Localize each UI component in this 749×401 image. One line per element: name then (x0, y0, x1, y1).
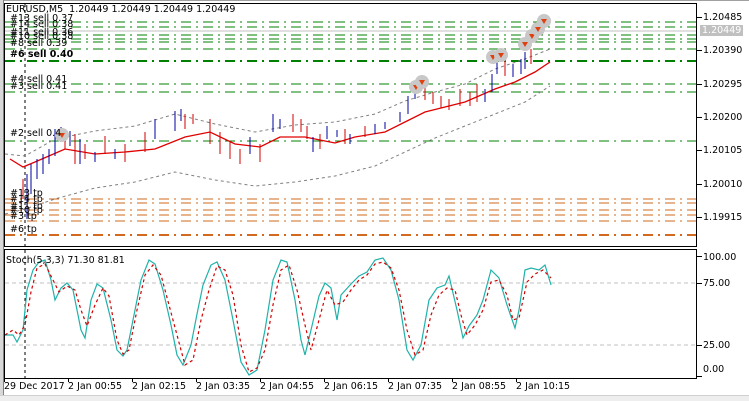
axis-tick (697, 117, 702, 118)
sell-level-label: #10 sell 0.38 (10, 31, 74, 42)
sell-level-lines (5, 21, 696, 142)
time-axis-label: 2 Jan 00:55 (68, 381, 123, 392)
stoch-main-line (5, 257, 552, 376)
sell-level-label: #14 sell 0.38 (10, 19, 74, 30)
sell-level-label: #13 sell 0.37 (10, 13, 74, 24)
window-bottom-border (0, 395, 749, 401)
time-axis-label: 2 Jan 06:15 (324, 381, 379, 392)
time-tick (516, 378, 517, 382)
envelope-upper (5, 48, 551, 157)
price-axis-label: 1.20200 (703, 112, 743, 123)
time-tick (68, 378, 69, 382)
time-axis-label: 2 Jan 02:15 (132, 381, 187, 392)
time-tick (260, 378, 261, 382)
price-bars (22, 49, 532, 219)
tp-level-label: #13 tp (10, 188, 43, 199)
price-axis-label: 1.19915 (703, 212, 743, 223)
price-chart-pane[interactable] (4, 3, 697, 247)
axis-tick (697, 150, 702, 151)
sell-level-label: #2 sell 0.4 (10, 128, 62, 139)
axis-tick (697, 256, 702, 257)
sell-level-label: #11 sell 0.36 (10, 27, 74, 38)
stoch-axis-label: 25.00 (703, 340, 731, 351)
axis-tick (697, 184, 702, 185)
price-chart-canvas (5, 4, 696, 246)
window-top-border (0, 0, 749, 1)
sell-level-label: #4 sell 0.41 (10, 74, 68, 85)
envelope-lower (5, 85, 551, 215)
stoch-signal-line (5, 261, 552, 373)
tp-level-label: #10 tp (10, 205, 43, 216)
stochastic-pane[interactable] (4, 249, 697, 379)
tp-level-label: #3 tp (10, 211, 37, 222)
time-axis-label: 2 Jan 10:15 (516, 381, 571, 392)
tp-level-lines (5, 198, 696, 236)
tp-level-label: #14 tp (10, 194, 43, 205)
price-axis-label: 1.20105 (703, 145, 743, 156)
moving-average-line (9, 61, 551, 168)
stochastic-canvas (5, 250, 696, 378)
stoch-axis-label: 0.00 (703, 364, 725, 375)
time-tick (324, 378, 325, 382)
tp-level-label: #6 tp (10, 224, 37, 235)
axis-tick (697, 17, 702, 18)
window-left-border (0, 0, 4, 400)
sell-level-label: #6 sell 0.40 (10, 49, 74, 60)
price-axis-label: 1.20390 (703, 45, 743, 56)
time-tick (452, 378, 453, 382)
stoch-axis-label: 75.00 (703, 278, 731, 289)
time-axis-label: 29 Dec 2017 (4, 381, 65, 392)
price-axis-label: 1.20485 (703, 12, 743, 23)
sell-level-label: #8 sell 0.39 (10, 38, 68, 49)
sell-level-label: #3 sell 0.41 (10, 81, 68, 92)
axis-tick (697, 376, 702, 377)
time-axis-label: 2 Jan 07:35 (388, 381, 443, 392)
sell-markers (55, 14, 551, 142)
price-axis-label: 1.20010 (703, 179, 743, 190)
stoch-axis-label: 100.00 (703, 252, 737, 263)
time-axis-label: 2 Jan 08:55 (452, 381, 507, 392)
ohlc-values: 1.20449 1.20449 1.20449 1.20449 (69, 4, 236, 15)
axis-tick (697, 345, 702, 346)
time-tick (4, 378, 5, 382)
axis-tick (697, 84, 702, 85)
axis-tick (697, 50, 702, 51)
time-tick (132, 378, 133, 382)
time-tick (196, 378, 197, 382)
current-price-tag: 1.20449 (700, 25, 744, 36)
price-axis-label: 1.20295 (703, 79, 743, 90)
time-axis-label: 2 Jan 04:55 (260, 381, 315, 392)
symbol-timeframe: EURUSD,M5 (6, 4, 64, 15)
chart-title: EURUSD,M5 1.20449 1.20449 1.20449 1.2044… (6, 4, 235, 15)
axis-tick (697, 283, 702, 284)
tp-level-label: #11 tp (10, 201, 43, 212)
time-axis-label: 2 Jan 03:35 (196, 381, 251, 392)
time-tick (388, 378, 389, 382)
stochastic-title: Stoch(5,3,3) 71.30 81.81 (6, 255, 125, 266)
axis-tick (697, 217, 702, 218)
